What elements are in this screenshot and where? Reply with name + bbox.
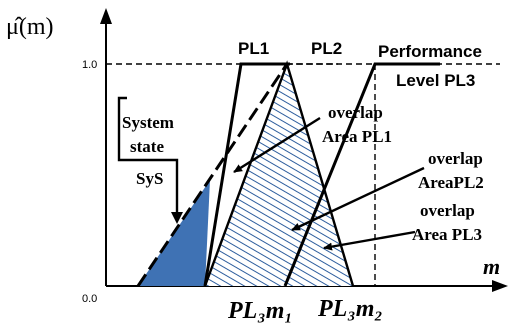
overlap-area-pl2-region: [205, 64, 353, 286]
level-pl3-label: Level PL3: [396, 71, 475, 90]
overlap2-label-line1: overlap: [428, 149, 483, 168]
system-state-bracket: [117, 96, 179, 214]
overlap1-label-line1: overlap: [328, 103, 383, 122]
pl2-label: PL2: [311, 39, 342, 58]
system-state-label-line3: SyS: [136, 169, 163, 188]
overlap3-pointer-arrow: [323, 230, 416, 251]
overlap2-pointer-arrow: [291, 166, 425, 232]
pl1-label: PL1: [238, 39, 269, 58]
x-tick-pl3-m2: PL₃m₂: [317, 296, 383, 322]
overlap1-label-line2: Area PL1: [322, 127, 392, 146]
pl3-membership-line: [283, 62, 440, 287]
overlap1-pointer-arrow: [233, 116, 321, 174]
system-state-label-line2: state: [130, 137, 164, 156]
x-axis-arrow-icon: [492, 280, 508, 292]
pl1-membership-line: [203, 62, 290, 287]
y-axis-label: μ̂(m): [6, 14, 54, 40]
y-axis-arrow-icon: [100, 8, 112, 24]
overlap2-label-line2: AreaPL2: [418, 173, 484, 192]
system-state-arrow-icon: [171, 212, 183, 224]
y-tick-top: 1.0: [82, 59, 97, 71]
overlap3-label-line2: Area PL3: [412, 225, 482, 244]
performance-label: Performance: [378, 42, 482, 61]
x-tick-pl3-m1: PL₃m₁: [227, 298, 293, 324]
system-state-label-line1: System: [122, 113, 174, 132]
x-axis-label: m: [483, 254, 500, 279]
y-tick-origin: 0.0: [82, 293, 97, 305]
overlap3-label-line1: overlap: [420, 201, 475, 220]
sys-left-dashed-edge: [136, 63, 289, 287]
